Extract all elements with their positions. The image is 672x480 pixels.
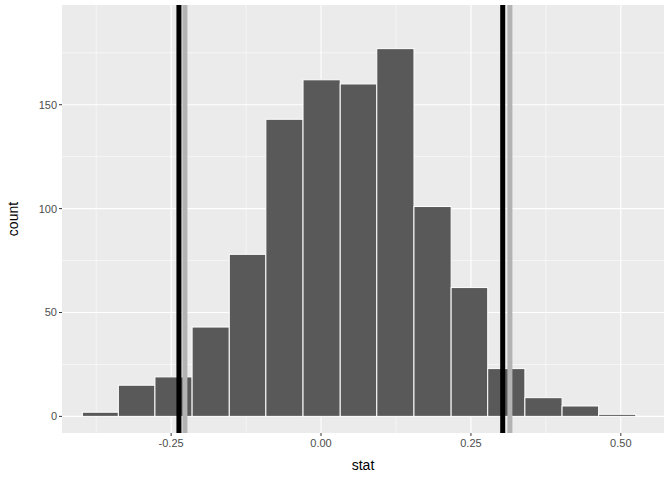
bar [82,412,118,416]
bar [377,49,414,417]
reference-line [176,5,181,433]
tick-label-y: 50 [45,306,57,318]
tick-y [59,104,62,105]
bar [266,119,303,416]
y-axis-label: count [5,202,21,236]
tick-label-x: 0.00 [310,437,331,449]
tick-x [171,433,172,436]
tick-y [59,416,62,417]
bar [525,398,562,417]
reference-line [182,5,187,433]
reference-line [507,5,512,433]
bar [303,80,340,417]
tick-x [470,433,471,436]
tick-label-x: 0.50 [610,437,631,449]
grid-x [620,5,621,433]
panel [62,5,664,433]
grid-x [171,5,172,433]
bar [562,406,599,416]
tick-label-y: 0 [51,410,57,422]
bar [599,414,636,416]
minor-grid-y [62,52,664,53]
axes: -0.25 0.00 0.25 0.50 0 50 100 150 [39,99,632,449]
reference-line [500,5,505,433]
bar [488,369,525,417]
tick-label-x: -0.25 [159,437,184,449]
tick-y [59,208,62,209]
minor-grid-x [545,5,546,433]
bar [414,207,451,417]
bar [451,288,488,417]
tick-y [59,312,62,313]
bar [192,327,229,416]
tick-label-y: 150 [39,99,57,111]
tick-label-x: 0.25 [460,437,481,449]
bar [229,254,266,416]
tick-x [321,433,322,436]
tick-x [620,433,621,436]
grid [62,5,664,433]
bar [118,385,155,416]
minor-grid-x [96,5,97,433]
bar [340,84,377,416]
plot [82,5,635,433]
chart: -0.25 0.00 0.25 0.50 0 50 100 150 stat count [0,0,672,480]
x-axis-label: stat [352,457,375,473]
tick-label-y: 100 [39,203,57,215]
